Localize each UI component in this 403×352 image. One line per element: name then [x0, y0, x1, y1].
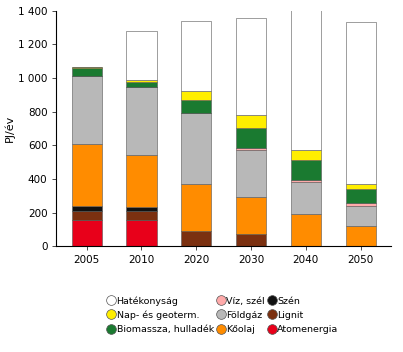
Bar — [127, 80, 156, 82]
Bar — [72, 67, 102, 68]
Bar — [127, 207, 156, 211]
Bar — [291, 150, 321, 161]
Bar — [236, 150, 266, 197]
Bar — [72, 144, 102, 206]
Bar — [181, 184, 211, 231]
Bar — [291, 180, 321, 182]
Bar — [127, 220, 156, 246]
Bar — [72, 220, 102, 246]
Bar — [72, 206, 102, 211]
Bar — [127, 87, 156, 155]
Bar — [345, 184, 376, 189]
Bar — [345, 203, 376, 206]
Bar — [127, 155, 156, 207]
Y-axis label: PJ/év: PJ/év — [4, 115, 15, 142]
Bar — [236, 148, 266, 150]
Bar — [181, 113, 211, 184]
Bar — [236, 128, 266, 148]
Bar — [291, 0, 321, 150]
Bar — [181, 231, 211, 246]
Bar — [127, 31, 156, 80]
Bar — [236, 197, 266, 234]
Bar — [127, 211, 156, 220]
Bar — [345, 206, 376, 226]
Bar — [345, 226, 376, 246]
Bar — [236, 115, 266, 128]
Bar — [236, 18, 266, 115]
Bar — [127, 82, 156, 87]
Bar — [181, 21, 211, 92]
Bar — [181, 100, 211, 113]
Bar — [72, 76, 102, 144]
Bar — [345, 22, 376, 184]
Bar — [345, 189, 376, 203]
Bar — [72, 68, 102, 76]
Legend: Hatékonyság, Nap- és geoterm., Biomassza, hulladék, Víz, szél, Földgáz, Kőolaj, : Hatékonyság, Nap- és geoterm., Biomassza… — [106, 294, 341, 337]
Bar — [291, 214, 321, 246]
Bar — [181, 92, 211, 100]
Bar — [72, 211, 102, 220]
Bar — [291, 161, 321, 180]
Bar — [291, 182, 321, 214]
Bar — [236, 234, 266, 246]
